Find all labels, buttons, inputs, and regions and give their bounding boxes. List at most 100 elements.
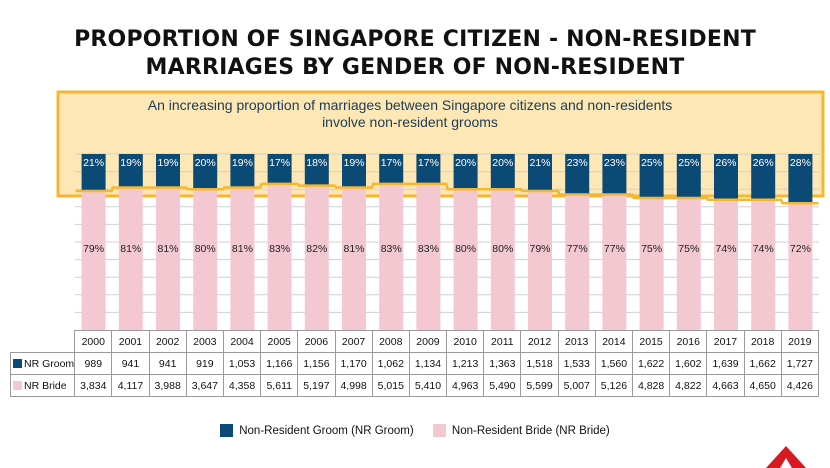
data-label-groom: 20% xyxy=(455,157,476,169)
bar-groom xyxy=(416,154,441,184)
bar-bride xyxy=(416,183,441,330)
groom-count-cell: 1,560 xyxy=(594,352,634,375)
groom-count-cell: 1,166 xyxy=(260,352,299,375)
callout-line2: involve non-resident grooms xyxy=(322,114,498,130)
groom-count-cell: 1,363 xyxy=(483,352,522,375)
bar-bride xyxy=(602,194,627,330)
bar-bride xyxy=(676,198,701,330)
groom-count-cell: 1,662 xyxy=(743,352,782,375)
data-label-groom: 21% xyxy=(529,157,550,169)
bride-count-cell: 5,611 xyxy=(260,374,299,397)
bar-bride xyxy=(490,189,515,330)
bride-count-cell: 5,490 xyxy=(483,374,522,397)
data-label-groom: 20% xyxy=(195,157,216,169)
bar-bride xyxy=(156,187,180,330)
data-label-bride: 74% xyxy=(753,243,774,255)
bar-groom xyxy=(788,154,813,204)
data-label-bride: 82% xyxy=(306,243,327,255)
groom-row-header: NR Groom xyxy=(9,352,76,375)
groom-count-cell: 1,213 xyxy=(446,352,485,375)
data-label-bride: 80% xyxy=(195,243,216,255)
year-header: 2007 xyxy=(334,330,373,353)
year-header: 2011 xyxy=(483,330,522,353)
bar-bride xyxy=(342,187,366,330)
year-header: 2013 xyxy=(557,330,596,353)
bride-count-cell: 4,117 xyxy=(111,374,150,397)
bride-swatch xyxy=(13,380,22,390)
groom-count-cell: 989 xyxy=(74,352,113,375)
data-label-bride: 81% xyxy=(343,243,364,255)
data-label-groom: 17% xyxy=(418,157,439,169)
data-label-bride: 83% xyxy=(381,243,402,255)
bar-groom xyxy=(156,154,180,188)
bride-count-cell: 4,963 xyxy=(446,374,485,397)
groom-row-label: NR Groom xyxy=(24,357,75,370)
groom-count-cell: 1,622 xyxy=(631,352,671,375)
bar-bride xyxy=(639,198,664,330)
bar-groom xyxy=(639,154,664,198)
groom-count-cell: 1,170 xyxy=(334,352,373,375)
bar-bride xyxy=(81,190,106,330)
groom-count-cell: 941 xyxy=(148,352,187,375)
bride-count-cell: 3,834 xyxy=(74,374,113,397)
legend: Non-Resident Groom (NR Groom) Non-Reside… xyxy=(0,424,830,437)
year-header: 2003 xyxy=(185,330,224,353)
year-header: 2016 xyxy=(669,330,708,353)
legend-label-bride: Non-Resident Bride (NR Bride) xyxy=(451,425,610,437)
data-label-bride: 83% xyxy=(418,243,439,255)
bar-groom xyxy=(676,154,701,198)
groom-count-cell: 1,533 xyxy=(557,352,596,375)
year-header: 2002 xyxy=(148,330,187,353)
year-header: 2005 xyxy=(260,330,299,353)
bride-count-cell: 4,650 xyxy=(743,374,782,397)
bride-count-cell: 4,828 xyxy=(631,374,671,397)
callout-text: An increasing proportion of marriages be… xyxy=(70,97,750,131)
year-header: 2015 xyxy=(631,330,671,353)
bar-groom xyxy=(118,154,143,188)
groom-count-cell: 1,156 xyxy=(297,352,336,375)
groom-count-cell: 1,639 xyxy=(706,352,745,375)
bar-bride xyxy=(267,183,292,330)
data-label-groom: 19% xyxy=(120,157,141,169)
data-label-bride: 77% xyxy=(604,243,625,255)
data-label-groom: 17% xyxy=(269,157,290,169)
bride-count-cell: 4,998 xyxy=(334,374,373,397)
bride-count-cell: 3,647 xyxy=(185,374,224,397)
year-header: 2009 xyxy=(408,330,448,353)
legend-swatch-groom xyxy=(220,424,234,437)
data-table: 2000 2001 2002 2003 2004 2005 2006 2007 2008 2009… xyxy=(9,330,819,397)
brand-logo-icon xyxy=(766,446,806,468)
year-header-row: 2000 2001 2002 2003 2004 2005 2006 2007 2008 2009… xyxy=(11,330,819,353)
groom-count-cell: 941 xyxy=(111,352,150,375)
data-label-bride: 74% xyxy=(715,243,736,255)
bar-bride xyxy=(304,185,329,330)
legend-item-groom: Non-Resident Groom (NR Groom) xyxy=(220,424,414,437)
data-label-bride: 75% xyxy=(641,243,662,255)
groom-boundary-line xyxy=(75,182,819,205)
bar-bride xyxy=(788,203,813,330)
year-header: 2004 xyxy=(222,330,262,353)
bride-count-cell: 5,599 xyxy=(520,374,559,397)
year-header: 2010 xyxy=(446,330,485,353)
bride-row-header: NR Bride xyxy=(9,374,76,397)
data-label-bride: 72% xyxy=(790,243,811,255)
year-header: 2014 xyxy=(594,330,634,353)
data-label-groom: 26% xyxy=(753,157,774,169)
data-label-bride: 80% xyxy=(455,243,476,255)
data-label-groom: 26% xyxy=(715,157,736,169)
bride-count-cell: 5,197 xyxy=(297,374,336,397)
data-label-groom: 21% xyxy=(83,157,104,169)
bar-groom xyxy=(267,154,292,184)
stacked-bar-chart: 21% 79% 19% 81% 19% 81% 20% 80% 19% 81% 17% 83% 18% 8… xyxy=(56,90,825,330)
year-header: 2017 xyxy=(706,330,745,353)
bride-count-cell: 3,988 xyxy=(148,374,187,397)
bar-bride xyxy=(118,187,143,330)
bar-bride xyxy=(528,190,552,330)
groom-count-cell: 1,062 xyxy=(371,352,410,375)
legend-item-bride: Non-Resident Bride (NR Bride) xyxy=(432,424,610,437)
groom-count-cell: 1,727 xyxy=(780,352,819,375)
bride-row: NR Bride 3,834 4,117 3,988 3,647 4,358 5,611 5… xyxy=(9,374,819,397)
data-label-groom: 25% xyxy=(641,157,662,169)
data-label-bride: 83% xyxy=(269,243,290,255)
bar-groom xyxy=(453,154,478,190)
